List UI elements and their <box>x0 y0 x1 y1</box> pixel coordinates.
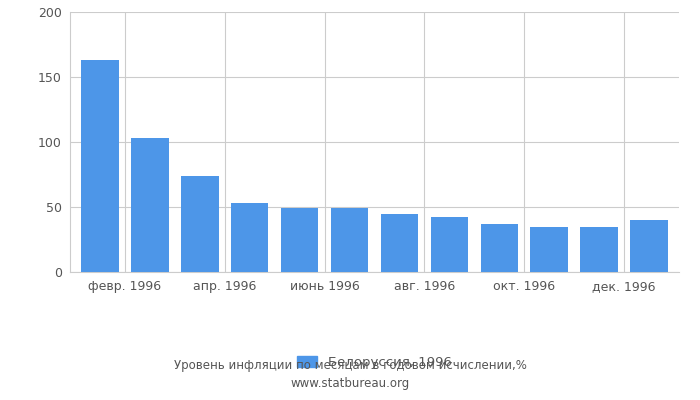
Text: Уровень инфляции по месяцам в годовом исчислении,%: Уровень инфляции по месяцам в годовом ис… <box>174 360 526 372</box>
Legend: Белоруссия, 1996: Белоруссия, 1996 <box>292 351 457 375</box>
Text: www.statbureau.org: www.statbureau.org <box>290 378 410 390</box>
Bar <box>331 208 368 272</box>
Bar <box>81 60 119 272</box>
Bar <box>580 226 618 272</box>
Bar <box>481 224 518 272</box>
Bar <box>630 220 668 272</box>
Bar <box>531 226 568 272</box>
Bar <box>381 214 418 272</box>
Bar <box>281 208 318 272</box>
Bar <box>430 217 468 272</box>
Bar <box>181 176 218 272</box>
Bar <box>231 203 268 272</box>
Bar <box>131 138 169 272</box>
